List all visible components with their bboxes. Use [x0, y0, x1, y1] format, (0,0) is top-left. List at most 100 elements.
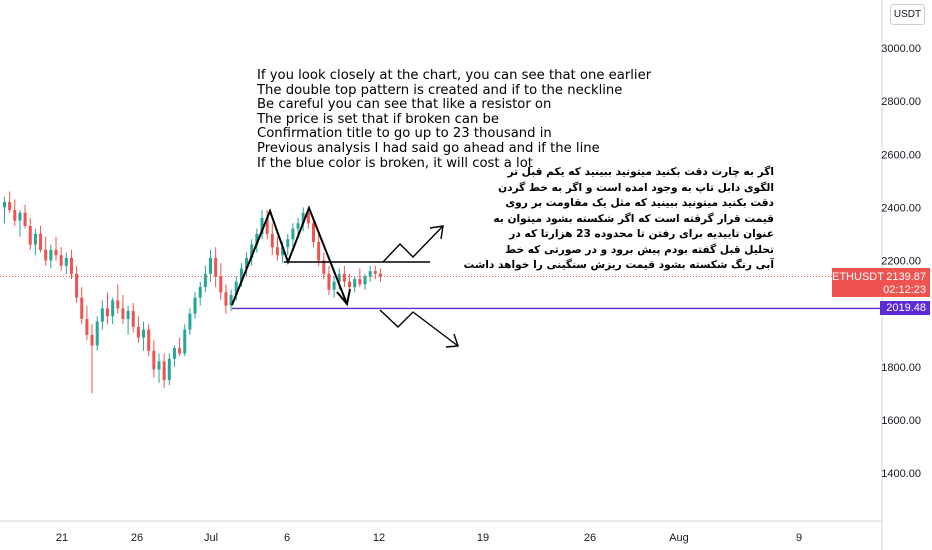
- candle-body: [250, 244, 254, 258]
- y-tick-label: 2400.00: [881, 202, 921, 214]
- candle-body: [95, 321, 99, 346]
- candle-body: [368, 271, 372, 277]
- candle-body: [342, 273, 346, 282]
- x-tick-label: 26: [131, 532, 143, 544]
- candle-body: [306, 212, 310, 224]
- candle-body: [198, 287, 202, 298]
- candle-body: [188, 313, 192, 330]
- x-tick-label: 26: [584, 532, 596, 544]
- x-tick-label: 19: [477, 532, 489, 544]
- candle-body: [44, 249, 48, 261]
- candle-body: [203, 273, 207, 288]
- candle-body: [59, 255, 63, 266]
- candle-body: [100, 308, 104, 322]
- x-tick-label: Jul: [204, 532, 218, 544]
- candle-body: [121, 308, 125, 319]
- y-tick-label: 1400.00: [881, 468, 921, 480]
- candle-body: [317, 241, 321, 261]
- candle-body: [291, 228, 295, 240]
- candle-body: [80, 297, 84, 319]
- annotation-en-line: Confirmation title to go up to 23 thousa…: [257, 126, 552, 142]
- candle-body: [348, 281, 352, 288]
- last-price-badge[interactable]: ETHUSDT 2139.87 02:12:23: [832, 268, 930, 297]
- annotation-en-line: If you look closely at the chart, you ca…: [257, 68, 652, 83]
- drawings-group: [0, 205, 882, 348]
- candle-body: [49, 249, 53, 261]
- y-tick-label: 2600.00: [881, 149, 921, 161]
- candle-body: [13, 210, 17, 221]
- candle-body: [75, 273, 79, 298]
- candle-body: [255, 233, 259, 245]
- annotation-en-line: Previous analysis I had said go ahead an…: [257, 140, 600, 156]
- x-tick-label: 9: [796, 532, 802, 544]
- candle-body: [327, 273, 331, 290]
- double-top-pattern: [231, 205, 348, 306]
- annotation-en-line: The double top pattern is created and if…: [257, 82, 623, 98]
- y-tick-label: 3000.00: [881, 43, 921, 55]
- candle-body: [219, 276, 223, 293]
- support-level-badge[interactable]: 2019.48: [880, 301, 930, 315]
- candle-body: [28, 225, 32, 245]
- candle-body: [167, 358, 171, 381]
- candle-body: [8, 202, 12, 211]
- candle-body: [214, 257, 218, 277]
- candle-body: [275, 247, 279, 256]
- candle-body: [142, 329, 146, 338]
- candle-body: [106, 308, 109, 317]
- candle-body: [209, 257, 212, 274]
- candle-body: [373, 271, 377, 274]
- candle-body: [312, 223, 315, 242]
- bearish-projection: [379, 309, 459, 347]
- last-price-value: 2139.87: [886, 271, 926, 283]
- x-tick-label: 6: [284, 532, 290, 544]
- candle-body: [162, 361, 166, 381]
- candle-body: [147, 329, 151, 351]
- candle-body: [85, 318, 89, 335]
- candle-body: [337, 273, 341, 282]
- candle-body: [23, 212, 27, 226]
- y-tick-label: 2800.00: [881, 96, 921, 108]
- x-tick-label: 12: [373, 532, 385, 544]
- candle-body: [39, 233, 43, 250]
- candle-body: [332, 281, 336, 290]
- candle-body: [64, 257, 68, 266]
- annotation-persian: اگر به چارت دقت بکنید میتونید ببینید که …: [463, 165, 774, 274]
- candle-body: [363, 276, 367, 285]
- candle-body: [152, 350, 156, 370]
- candle-body: [301, 212, 305, 224]
- bearish-arrowhead: [445, 333, 459, 348]
- candle-body: [260, 218, 264, 234]
- annotation-en-line: Be careful you can see that like a resis…: [257, 97, 552, 113]
- candle-body: [69, 257, 73, 274]
- candle-body: [178, 348, 182, 354]
- candle-body: [229, 295, 233, 306]
- annotation-fa-line: قیمت قرار گرفته است که اگر شکسته بشود می…: [493, 212, 774, 225]
- candle-body: [265, 218, 269, 234]
- candles-group: [3, 191, 382, 394]
- y-tick-label: 1600.00: [881, 415, 921, 427]
- x-tick-label: Aug: [669, 532, 689, 544]
- candle-body: [378, 273, 382, 277]
- candle-body: [90, 334, 94, 346]
- candle-body: [116, 300, 120, 309]
- y-tick-label: 1800.00: [881, 362, 921, 374]
- candle-body: [296, 223, 300, 229]
- candle-body: [245, 257, 249, 269]
- candle-body: [353, 279, 357, 288]
- annotation-en-line: If the blue color is broken, it will cos…: [257, 155, 533, 171]
- candle-body: [136, 326, 140, 338]
- currency-button[interactable]: USDT: [890, 4, 925, 25]
- annotation-en-line: The price is set that if broken can be: [257, 111, 500, 127]
- candle-body: [224, 292, 228, 306]
- annotation-english: If you look closely at the chart, you ca…: [257, 68, 652, 171]
- bullish-projection: [382, 225, 444, 263]
- candle-body: [358, 279, 362, 285]
- candle-body: [111, 300, 115, 317]
- candle-body: [239, 268, 243, 282]
- annotation-fa-line: آبی رنگ شکسته بشود قیمت ریزش سنگینی را خ…: [463, 259, 774, 271]
- candle-body: [172, 348, 176, 359]
- annotation-fa-line: تحلیل قبل گفته بودم پیش برود و در صورتی …: [505, 243, 774, 256]
- candle-body: [234, 281, 238, 296]
